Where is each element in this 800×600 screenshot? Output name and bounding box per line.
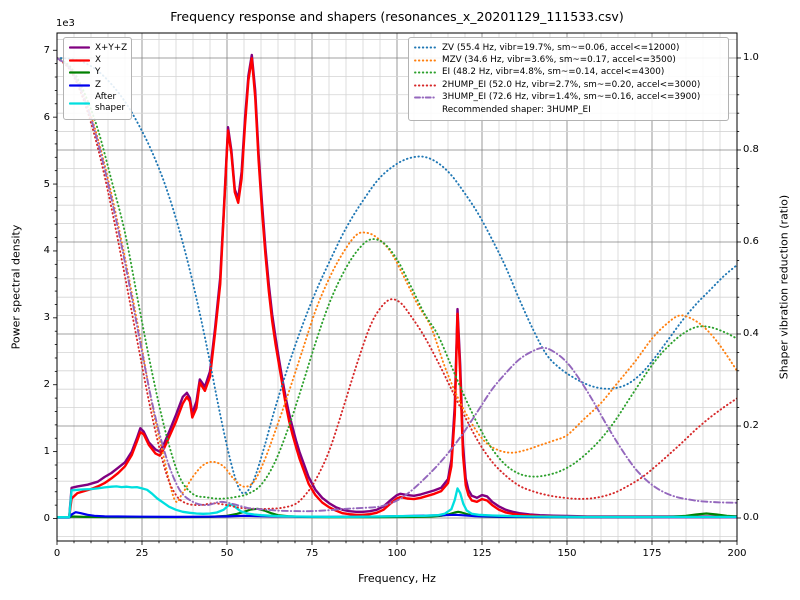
x-tick-label: 50 <box>220 548 234 559</box>
left-y-tick-label: 7 <box>43 44 50 56</box>
left-y-axis-label: Power spectral density <box>9 224 23 350</box>
series-ei <box>57 57 737 500</box>
legend-label: After shaper <box>95 92 126 114</box>
psd-legend: X+Y+Z X Y Z After shaper <box>63 37 132 120</box>
right-y-axis-label: Shaper vibration reduction (ratio) <box>777 194 791 380</box>
series-zv <box>57 57 737 495</box>
legend-label: 2HUMP_EI (52.0 Hz, vibr=2.7%, sm~=0.20, … <box>442 79 701 90</box>
legend-item-xyz: X+Y+Z <box>69 42 128 54</box>
x-tick-label: 0 <box>53 548 61 559</box>
shaper-legend: ZV (55.4 Hz, vibr=19.7%, sm~=0.06, accel… <box>408 37 729 122</box>
series-mzv <box>57 57 737 503</box>
right-y-tick-label: 0.4 <box>743 328 759 340</box>
left-axis-scale-factor: 1e3 <box>56 18 75 29</box>
line-swatch-mzv <box>414 59 437 62</box>
legend-item-ei: EI (48.2 Hz, vibr=4.8%, sm~=0.14, accel<… <box>414 67 723 78</box>
x-tick-label: 175 <box>642 548 662 559</box>
right-y-tick-label: 0.0 <box>743 512 759 524</box>
series-after-shaper <box>57 485 737 519</box>
legend-label: 3HUMP_EI (72.6 Hz, vibr=1.4%, sm~=0.16, … <box>442 92 701 103</box>
line-swatch-zv <box>414 47 437 49</box>
right-y-tick-label: 1.0 <box>743 52 759 64</box>
legend-label: Z <box>95 79 102 90</box>
legend-item-x: X <box>69 55 126 66</box>
x-tick-label: 150 <box>557 548 577 559</box>
legend-item-zv: ZV (55.4 Hz, vibr=19.7%, sm~=0.06, accel… <box>414 43 723 54</box>
legend-item-3hump-ei: 3HUMP_EI (72.6 Hz, vibr=1.4%, sm~=0.16, … <box>414 92 723 103</box>
series-x <box>57 57 737 519</box>
series-3hump-ei <box>57 57 737 513</box>
legend-item-2hump-ei: 2HUMP_EI (52.0 Hz, vibr=2.7%, sm~=0.20, … <box>414 80 723 91</box>
right-y-tick-label: 0.2 <box>743 420 759 432</box>
legend-label: X <box>95 54 102 65</box>
legend-item-after-shaper: After shaper <box>69 92 126 114</box>
line-swatch-xyz <box>69 46 90 50</box>
legend-label: ZV (55.4 Hz, vibr=19.7%, sm~=0.06, accel… <box>442 42 680 53</box>
legend-label: MZV (34.6 Hz, vibr=3.6%, sm~=0.17, accel… <box>442 54 676 65</box>
right-y-tick-label: 0.6 <box>743 236 759 248</box>
x-tick-label: 100 <box>387 548 407 559</box>
x-tick-label: 25 <box>135 548 149 559</box>
line-swatch-3hump-ei <box>414 96 437 99</box>
chart-title: Frequency response and shapers (resonanc… <box>170 9 624 24</box>
legend-label: X+Y+Z <box>95 42 128 53</box>
line-swatch-x <box>69 59 90 62</box>
left-y-tick-label: 4 <box>43 245 50 257</box>
line-swatch-y <box>69 71 90 75</box>
legend-item-mzv: MZV (34.6 Hz, vibr=3.6%, sm~=0.17, accel… <box>414 55 723 66</box>
recommended-shaper-note: Recommended shaper: 3HUMP_EI <box>442 104 591 115</box>
line-swatch-after-shaper <box>69 102 90 105</box>
legend-item-y: Y <box>69 67 126 78</box>
left-y-tick-label: 2 <box>43 379 50 391</box>
x-tick-label: 75 <box>305 548 319 559</box>
legend-label: Y <box>95 67 101 78</box>
legend-label: EI (48.2 Hz, vibr=4.8%, sm~=0.14, accel<… <box>442 67 665 78</box>
x-tick-label: 125 <box>472 548 492 559</box>
plot-area <box>57 53 737 519</box>
left-y-tick-label: 1 <box>43 446 50 458</box>
right-y-tick-label: 0.8 <box>743 144 759 156</box>
x-axis-label: Frequency, Hz <box>358 572 436 585</box>
left-y-tick-label: 0 <box>43 513 50 525</box>
series-2hump-ei <box>57 57 737 510</box>
line-swatch-2hump-ei <box>414 84 437 87</box>
line-swatch-z <box>69 84 90 87</box>
left-y-tick-label: 6 <box>43 111 50 123</box>
line-swatch-ei <box>414 72 437 74</box>
left-y-tick-label: 3 <box>43 312 50 324</box>
x-tick-label: 200 <box>727 548 747 559</box>
legend-item-z: Z <box>69 80 126 91</box>
left-y-tick-label: 5 <box>43 178 50 190</box>
